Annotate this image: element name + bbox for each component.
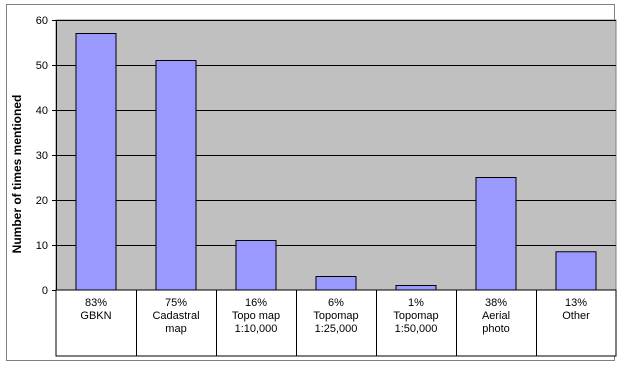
y-tick-label: 20 — [36, 195, 48, 207]
bar — [235, 240, 277, 291]
y-tick-label: 60 — [36, 15, 48, 27]
bar — [315, 276, 357, 291]
bar — [155, 60, 197, 291]
category-label: 75% Cadastral map — [152, 297, 199, 335]
bar — [555, 251, 597, 291]
category-label: 16% Topo map 1:10,000 — [232, 297, 280, 335]
bar — [75, 33, 117, 291]
y-tick-label: 10 — [36, 240, 48, 252]
category-label: 6% Topomap 1:25,000 — [313, 297, 358, 335]
category-label: 38% Aerial photo — [482, 297, 510, 335]
category-label: 1% Topomap 1:50,000 — [393, 297, 438, 335]
category-table — [55, 289, 617, 357]
y-axis-label: Number of times mentioned — [10, 95, 24, 254]
y-tick-label: 40 — [36, 105, 48, 117]
category-label: 13% Other — [562, 297, 590, 322]
bar — [395, 285, 437, 291]
y-tick-label: 30 — [36, 150, 48, 162]
bar — [475, 177, 517, 291]
category-label: 83% GBKN — [80, 297, 111, 322]
y-tick-label: 0 — [42, 285, 48, 297]
y-tick-label: 50 — [36, 60, 48, 72]
